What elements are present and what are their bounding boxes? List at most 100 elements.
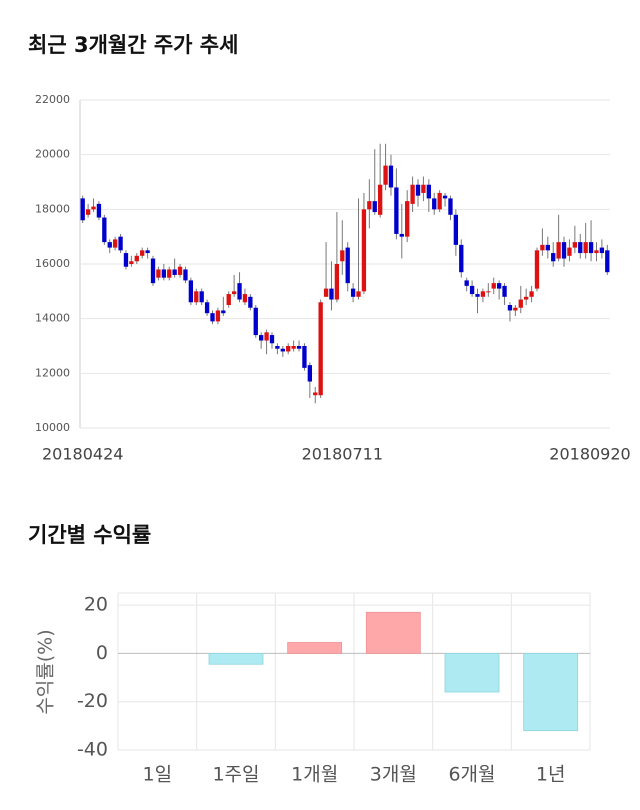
candle-body <box>291 346 296 349</box>
candle-body <box>475 294 480 297</box>
candle-body <box>172 269 177 275</box>
candle-body <box>540 244 545 251</box>
y-tick-label: 10000 <box>35 421 70 434</box>
candle-body <box>231 291 237 295</box>
y-tick-label: 0 <box>96 642 108 664</box>
candle-body <box>437 192 442 210</box>
y-tick-label: 16000 <box>35 257 70 270</box>
candle-body <box>248 296 253 308</box>
candle-body <box>269 335 275 344</box>
candle-body <box>280 348 285 352</box>
candle-body <box>410 184 415 204</box>
candle-body <box>302 346 307 368</box>
y-tick-label: 18000 <box>35 202 70 215</box>
candle-body <box>572 242 578 248</box>
candle-body <box>448 198 453 215</box>
candle-body <box>334 264 340 300</box>
candle-body <box>167 269 172 278</box>
candle-body <box>102 217 107 243</box>
candle-body <box>524 296 529 300</box>
candle-body <box>183 269 188 281</box>
candle-body <box>215 310 221 322</box>
candle-body <box>469 285 475 295</box>
candle-body <box>556 242 561 259</box>
candle-body <box>421 184 426 193</box>
candle-body <box>323 288 329 297</box>
candle-body <box>80 198 85 221</box>
candle-body <box>502 285 507 297</box>
x-tick-label: 20180711 <box>302 445 383 464</box>
candle-body <box>551 253 556 262</box>
candle-body <box>150 258 156 284</box>
chart-title: 기간별 수익률 <box>28 523 151 547</box>
candle-body <box>405 201 410 237</box>
candle-body <box>361 209 367 292</box>
candle-body <box>356 291 361 297</box>
y-tick-label: -40 <box>77 739 108 761</box>
candle-body <box>156 269 161 278</box>
candle-body <box>199 291 204 303</box>
candle-body <box>177 266 183 275</box>
x-tick-label: 1개월 <box>291 764 338 786</box>
candle-body <box>129 261 134 264</box>
candle-body <box>259 335 264 341</box>
candle-body <box>583 242 588 254</box>
y-tick-label: 12000 <box>35 366 70 379</box>
candle-body <box>318 302 323 396</box>
candle-body <box>388 165 394 188</box>
candle-body <box>112 239 118 248</box>
candle-body <box>188 280 194 303</box>
bar <box>208 652 264 665</box>
candle-body <box>415 184 421 196</box>
x-tick-label: 6개월 <box>448 764 495 786</box>
candle-body <box>134 255 139 262</box>
candle-body <box>123 253 129 267</box>
candle-body <box>432 198 437 210</box>
candle-body <box>226 294 231 305</box>
candle-body <box>513 307 518 311</box>
candle-body <box>307 365 313 382</box>
candle-body <box>399 233 404 237</box>
candle-body <box>578 242 583 254</box>
bar <box>365 611 421 654</box>
candle-body <box>605 250 610 273</box>
candle-body <box>96 203 102 218</box>
candle-body <box>464 280 469 286</box>
y-tick-label: 20 <box>84 594 108 616</box>
x-tick-label: 20180424 <box>42 445 123 464</box>
candle-body <box>275 346 280 349</box>
x-tick-label: 1주일 <box>212 764 259 786</box>
x-tick-label: 1년 <box>536 764 566 786</box>
x-tick-label: 20180920 <box>549 445 630 464</box>
candle-body <box>237 283 242 300</box>
candle-body <box>313 392 318 396</box>
candle-body <box>594 250 599 254</box>
y-tick-label: 14000 <box>35 312 70 325</box>
candle-body <box>529 291 534 297</box>
candle-body <box>567 247 572 256</box>
candle-body <box>459 244 464 273</box>
candle-body <box>210 313 215 322</box>
candle-body <box>561 242 567 259</box>
y-axis-label: 수익률(%) <box>35 629 57 714</box>
candle-body <box>264 332 269 341</box>
candle-body <box>145 250 150 254</box>
candle-body <box>296 346 302 349</box>
y-tick-label: 22000 <box>35 93 70 106</box>
candle-body <box>340 250 345 262</box>
candle-body <box>588 242 594 254</box>
bar <box>287 642 343 654</box>
candle-body <box>486 291 491 293</box>
candle-body <box>286 346 291 352</box>
candle-body <box>107 242 112 248</box>
candle-body <box>221 310 226 314</box>
candle-body <box>534 250 540 289</box>
x-tick-label: 1일 <box>143 764 173 786</box>
candle-body <box>442 195 448 199</box>
candle-body <box>491 283 496 289</box>
candle-body <box>518 299 523 308</box>
candle-body <box>140 250 145 256</box>
y-tick-label: -20 <box>77 690 108 712</box>
candle-body <box>377 184 383 215</box>
